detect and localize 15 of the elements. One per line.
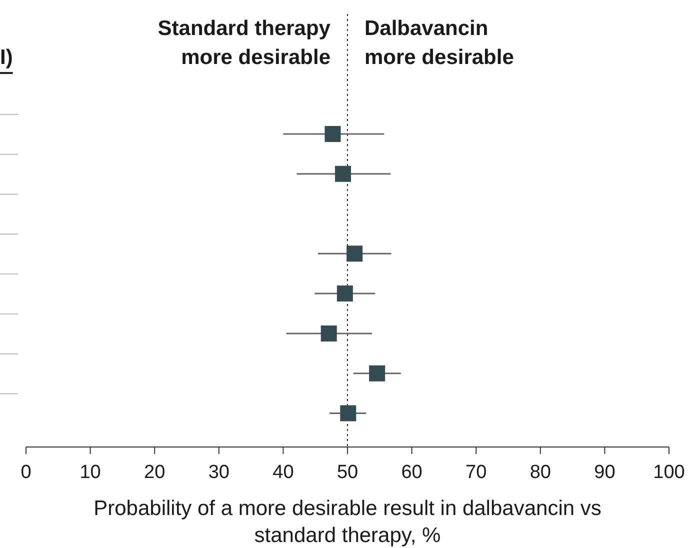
text: I) xyxy=(0,46,13,69)
x-tick-label: 80 xyxy=(530,462,551,483)
x-tick-label: 100 xyxy=(653,462,685,483)
x-tick-label: 90 xyxy=(594,462,616,483)
text: Standard therapy more desirable xyxy=(158,17,331,69)
x-tick-label: 50 xyxy=(336,462,358,483)
x-axis-title: Probability of a more desirable result in dalbavancin vs standard therapy, % xyxy=(94,497,602,547)
text: Dalbavancin more desirable xyxy=(364,17,514,69)
x-tick-label: 10 xyxy=(80,462,101,483)
x-tick-label: 70 xyxy=(466,462,487,483)
x-tick-label: 0 xyxy=(20,462,32,483)
x-tick-label: 40 xyxy=(272,462,294,483)
x-tick-label: 60 xyxy=(401,462,422,483)
x-tick-label: 30 xyxy=(208,462,230,483)
x-tick-label: 20 xyxy=(144,462,166,483)
